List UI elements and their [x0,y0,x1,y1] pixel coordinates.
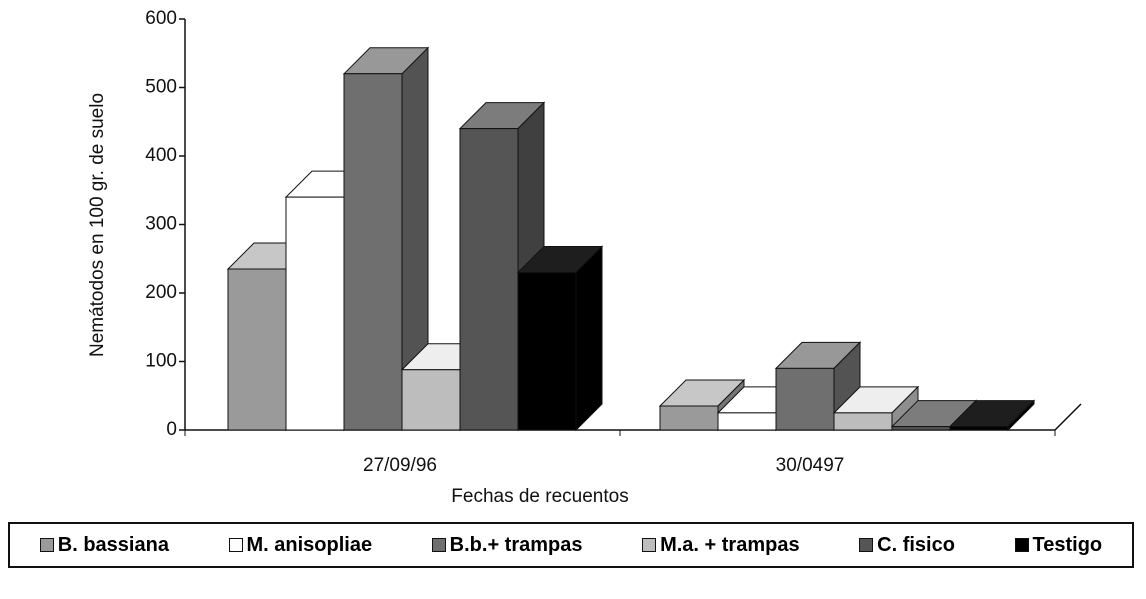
bar-front [343,73,403,431]
y-tick-label: 300 [145,214,177,235]
y-tick-label: 200 [145,282,177,303]
bar-front [459,128,519,431]
legend-item: Testigo [1014,533,1103,557]
bar [342,46,430,432]
legend-label: C. fisico [877,533,955,556]
legend-swatch [859,538,874,552]
legend-swatch [1014,538,1029,552]
legend-item: B. bassiana [39,533,169,557]
bar-front [833,412,893,431]
y-tick-label: 0 [166,419,177,440]
bar-front [891,426,951,431]
bar-side [575,245,603,432]
y-tick-label: 400 [145,145,177,166]
bar-front [949,426,1009,431]
legend-item: B.b.+ trampas [431,533,583,557]
y-tick-label: 100 [145,351,177,372]
bar-front [227,268,287,431]
legend-label: B.b.+ trampas [449,533,583,556]
chart: 27/09/96 30/0497 Fechas de recuentos Nem… [87,8,1082,507]
legend: B. bassiana M. anisopliae B.b.+ trampas M.a… [8,522,1134,568]
legend-label: M.a. + trampas [660,533,800,556]
bar-front [775,367,835,431]
bar-front [659,405,719,431]
x-axis-title: Fechas de recuentos [451,486,628,507]
legend-label: M. anisopliae [246,533,373,556]
x-tick-label: 30/0497 [776,455,845,476]
bar-front [401,369,461,431]
bar-front [285,196,345,431]
y-tick-label: 500 [145,77,177,98]
legend-label: Testigo [1032,533,1103,556]
legend-swatch [642,538,657,552]
legend-swatch [39,538,54,552]
legend-swatch [228,538,243,552]
legend-item: M. anisopliae [228,533,373,557]
legend-item: M.a. + trampas [642,534,800,557]
y-tick-label: 600 [145,8,177,29]
x-tick-label: 27/09/96 [363,455,437,476]
y-axis-title: Nemátodos en 100 gr. de suelo [87,93,108,357]
bar [948,399,1036,432]
bar [516,245,604,432]
legend-item: C. fisico [859,534,955,557]
legend-label: B. bassiana [57,533,169,556]
legend-swatch [431,538,446,552]
bar-front [717,412,777,431]
bar-front [517,271,577,431]
